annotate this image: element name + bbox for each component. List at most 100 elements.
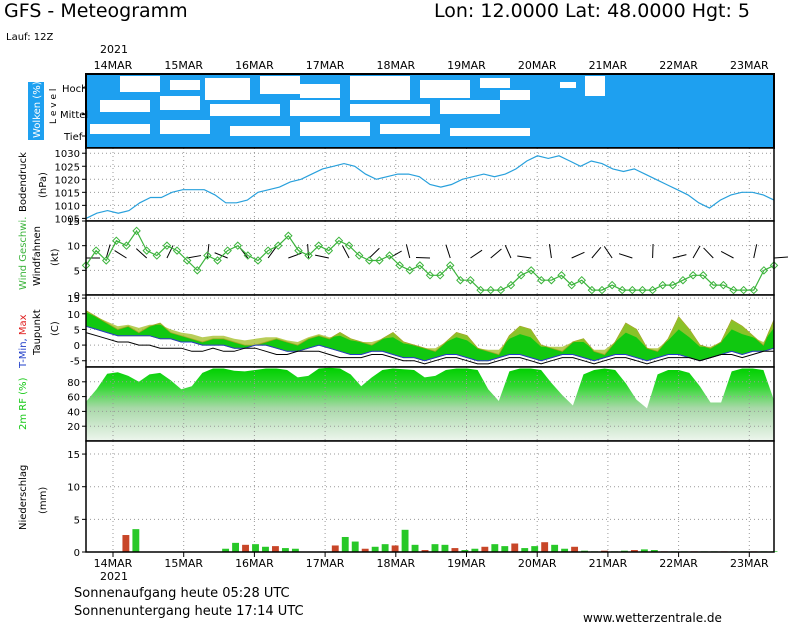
precip-bar	[132, 529, 140, 552]
temperature-ytick-label: 5	[74, 325, 80, 336]
wind-speed-point	[233, 241, 243, 250]
wind-speed-point	[668, 280, 678, 290]
cloud-clear-patch	[160, 96, 200, 110]
cloud-clear-patch	[560, 82, 576, 88]
wind-speed-point	[567, 280, 576, 290]
precip-bar	[561, 548, 569, 552]
humidity-ylabel: 2m RF (%)	[18, 377, 29, 430]
precip-bar	[481, 546, 489, 552]
precip-bar	[262, 546, 269, 552]
wind-speed-point	[476, 285, 485, 295]
wind-speed-point	[263, 246, 273, 255]
wind-barb	[135, 248, 148, 259]
wind-barb	[753, 244, 758, 259]
tmax-label-part: Max	[18, 314, 29, 338]
wind-speed-point	[273, 241, 283, 250]
precipitation-panel-bg	[86, 441, 774, 552]
wind-speed-point	[122, 241, 131, 250]
precip-bar	[401, 529, 409, 552]
wind-speed-point	[385, 251, 394, 260]
wind-barb	[571, 251, 585, 259]
cloud-clear-patch	[300, 84, 340, 98]
x-tick-label-top: 14MAR	[94, 59, 133, 72]
wind-barb	[342, 245, 350, 259]
cloud-clear-patch	[350, 104, 430, 116]
wind-speed-point	[759, 266, 769, 275]
precipitation-ytick-label: 0	[74, 548, 80, 559]
cloud-clear-patch	[380, 124, 440, 134]
precip-bar	[551, 544, 559, 552]
wind-speed-point	[425, 271, 435, 280]
precip-bar	[511, 543, 519, 552]
precip-bar	[222, 548, 230, 552]
wind-speed-point	[557, 271, 566, 280]
wind-barb	[470, 249, 483, 259]
precipitation-ytick-label: 5	[74, 515, 80, 526]
cloud-clear-patch	[585, 76, 605, 96]
wind-speed-point	[506, 280, 516, 290]
wind-speed-point	[719, 280, 728, 290]
cloud-ylabel-level: L e v e l	[49, 89, 59, 124]
wind-speed-point	[203, 251, 212, 260]
wind-ylabel: Wind Geschwi.	[18, 217, 29, 290]
wind-speed-line	[85, 229, 775, 291]
wind-barb	[114, 250, 127, 259]
wind-speed-point	[526, 266, 536, 275]
cloud-clear-patch	[205, 78, 250, 100]
wind-barb	[490, 248, 502, 259]
temperature-ytick-label: 0	[74, 341, 80, 352]
temperature-ytick-label: -5	[70, 357, 80, 368]
cloud-ylabel-bg	[28, 82, 44, 140]
wind-unit: (kt)	[50, 248, 61, 266]
wind-speed-point	[415, 261, 425, 270]
wind-speed-point	[193, 266, 202, 275]
precip-ylabel: Niederschlag	[18, 465, 29, 530]
wind-barb	[548, 244, 552, 259]
wind-barb	[288, 252, 302, 259]
dewpoint-line	[85, 332, 774, 365]
temperature-unit: (C)	[50, 321, 61, 336]
wind-speed-point	[547, 275, 556, 285]
wind-speed-point	[638, 285, 647, 295]
x-tick-label-bottom: 15MAR	[164, 557, 203, 570]
wind-ytick-label: 15	[67, 217, 80, 228]
location-info: Lon: 12.0000 Lat: 48.0000 Hgt: 5	[434, 0, 751, 22]
wind-speed-point	[516, 271, 526, 280]
precip-bar	[650, 550, 658, 552]
cloud-clear-patch	[420, 80, 470, 98]
precip-bar	[640, 549, 648, 552]
precip-bar	[521, 548, 529, 552]
x-tick-label-bottom: 17MAR	[306, 557, 345, 570]
wind-speed-point	[466, 275, 475, 285]
chart-title: GFS - Meteogramm	[4, 0, 188, 22]
wind-speed-point	[597, 285, 607, 295]
precip-bar	[281, 548, 289, 552]
x-tick-label-bottom: 22MAR	[659, 557, 698, 570]
precip-bar	[630, 550, 638, 552]
wind-speed-point	[253, 256, 263, 265]
wind-speed-point	[486, 285, 495, 295]
precip-bar	[461, 550, 469, 552]
wind-speed-point	[537, 275, 546, 285]
wind-speed-point	[729, 285, 738, 295]
temperature-band-top	[86, 310, 774, 355]
wind-ytick-label: 5	[74, 266, 80, 277]
wind-speed-point	[324, 246, 334, 255]
precip-bar	[431, 544, 439, 552]
precip-bar	[371, 546, 379, 552]
wind-barb	[517, 255, 532, 259]
wind-speed-point	[698, 271, 708, 280]
temperature-ylabel2: Taupunkt	[32, 309, 43, 356]
wind-speed-point	[81, 261, 91, 270]
humidity-ytick-label: 80	[67, 378, 80, 389]
precip-bar	[272, 546, 279, 552]
precip-bar	[501, 546, 509, 552]
wind-speed-point	[648, 285, 657, 295]
cloud-clear-patch	[290, 100, 340, 116]
wind-speed-point	[395, 261, 404, 270]
cloud-clear-patch	[500, 90, 530, 100]
precip-bar	[541, 542, 549, 552]
wind-barb	[618, 253, 633, 259]
wind-speed-point	[152, 251, 162, 260]
precip-bar	[361, 548, 369, 552]
